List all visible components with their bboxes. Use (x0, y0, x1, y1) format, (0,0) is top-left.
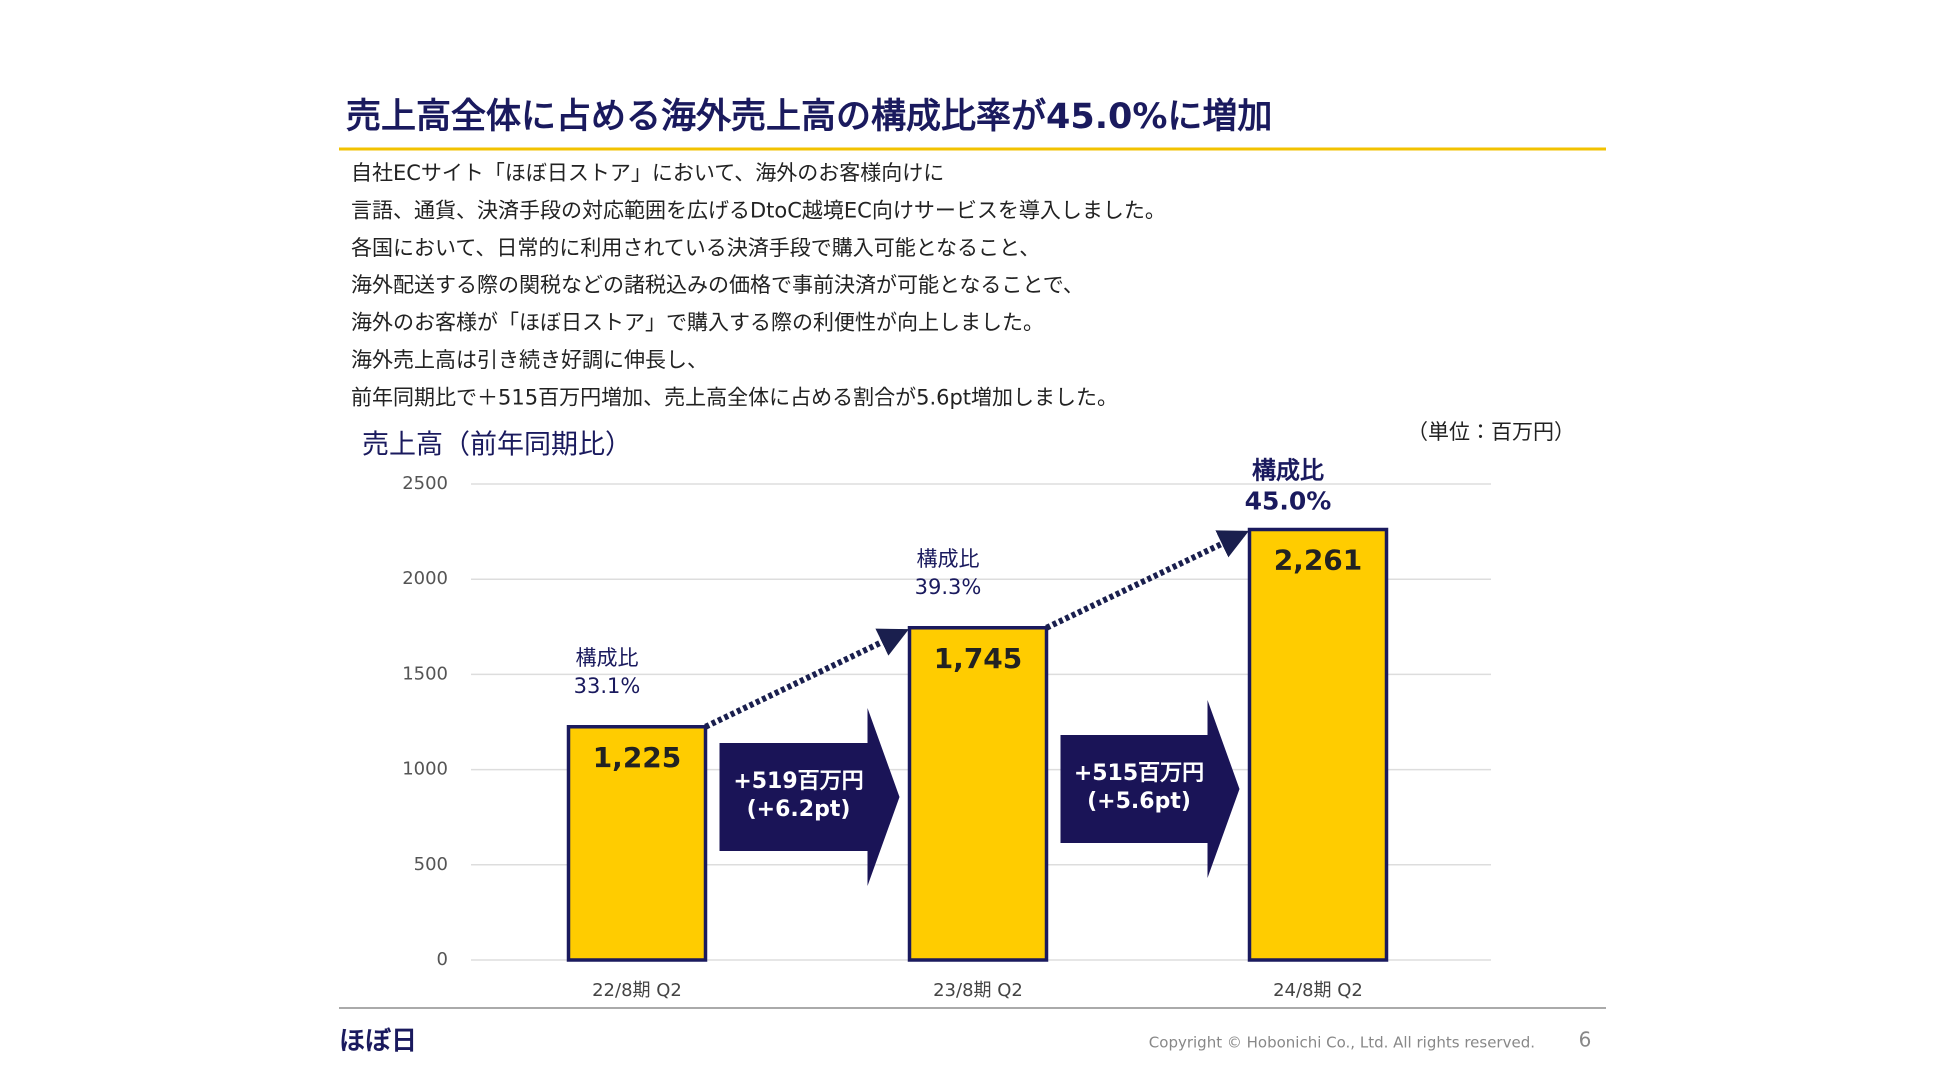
y-tick-label: 1000 (402, 759, 448, 780)
body-line: 各国において、日常的に利用されている決済手段で購入可能となること、 (351, 236, 1040, 260)
growth-arrow (719, 708, 900, 886)
trend-arrow (1045, 530, 1249, 631)
unit-label: （単位：百万円） (1407, 420, 1575, 444)
x-tick-label: 23/8期 Q2 (933, 980, 1023, 1001)
value-label: 2,261 (1274, 544, 1363, 577)
body-line: 言語、通貨、決済手段の対応範囲を広げるDtoC越境EC向けサービスを導入しました… (351, 198, 1166, 222)
growth-amount: +519百万円 (733, 769, 863, 794)
growth-amount: +515百万円 (1074, 761, 1204, 786)
copyright: Copyright © Hobonichi Co., Ltd. All righ… (1149, 1034, 1535, 1052)
bar (907, 626, 1049, 962)
share-title: 構成比 (576, 646, 639, 670)
body-line: 海外配送する際の関税などの諸税込みの価格で事前決済が可能となることで、 (351, 273, 1084, 297)
share-value: 33.1% (574, 674, 641, 698)
body-line: 海外のお客様が「ほぼ日ストア」で購入する際の利便性が向上しました。 (351, 311, 1044, 335)
value-label: 1,225 (593, 741, 682, 774)
y-tick-label: 500 (414, 854, 448, 875)
y-tick-label: 2000 (402, 568, 448, 589)
share-title: 構成比 (1252, 457, 1324, 485)
bar (1247, 527, 1389, 962)
trend-arrow (704, 628, 909, 730)
bar (566, 725, 708, 962)
growth-arrow (1060, 700, 1240, 878)
y-tick-label: 1500 (402, 663, 448, 684)
y-tick-label: 0 (437, 949, 448, 970)
value-label: 1,745 (934, 642, 1023, 675)
growth-pt: (+6.2pt) (747, 797, 851, 822)
x-tick-label: 22/8期 Q2 (592, 980, 682, 1001)
y-tick-label: 2500 (402, 473, 448, 494)
share-title: 構成比 (917, 547, 980, 571)
slide-title: 売上高全体に占める海外売上高の構成比率が45.0%に増加 (346, 97, 1272, 137)
page-number: 6 (1579, 1028, 1592, 1052)
body-line: 自社ECサイト「ほぼ日ストア」において、海外のお客様向けに (351, 161, 944, 185)
share-value: 45.0% (1245, 487, 1332, 516)
share-value: 39.3% (915, 575, 982, 599)
body-text: 自社ECサイト「ほぼ日ストア」において、海外のお客様向けに言語、通貨、決済手段の… (351, 161, 1166, 409)
logo: ほぼ日 (339, 1027, 417, 1057)
body-line: 前年同期比で＋515百万円増加、売上高全体に占める割合が5.6pt増加しました。 (351, 385, 1118, 409)
x-tick-label: 24/8期 Q2 (1273, 980, 1363, 1001)
body-line: 海外売上高は引き続き好調に伸長し、 (351, 348, 708, 372)
chart-title: 売上高（前年同期比） (362, 430, 632, 461)
growth-pt: (+5.6pt) (1087, 789, 1191, 814)
chart: 0 500 1000 1500 2000 2500 22/8期 Q2 1,225 構成比 33.1… (402, 457, 1491, 1001)
